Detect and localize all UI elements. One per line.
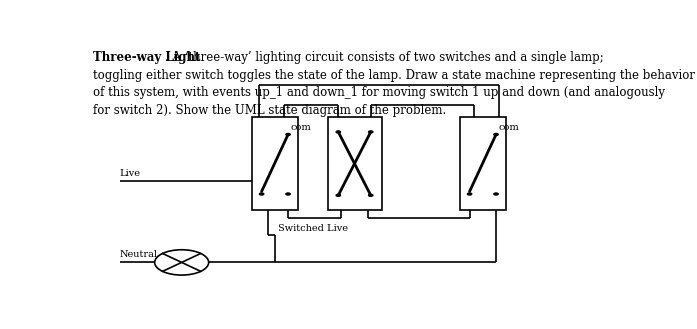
Text: com: com (291, 123, 312, 132)
Circle shape (286, 193, 290, 195)
Circle shape (494, 193, 498, 195)
Circle shape (369, 194, 373, 196)
Text: . A ‘three-way’ lighting circuit consists of two switches and a single lamp;: . A ‘three-way’ lighting circuit consist… (165, 51, 604, 64)
Text: Live: Live (120, 168, 141, 178)
Text: of this system, with events up_1 and down_1 for moving switch 1 up and down (and: of this system, with events up_1 and dow… (93, 86, 664, 99)
Bar (328, 117, 381, 211)
Text: Three-way Light: Three-way Light (93, 51, 200, 64)
Text: Switched Live: Switched Live (277, 224, 348, 233)
Circle shape (336, 131, 340, 133)
Bar (252, 117, 298, 211)
Circle shape (336, 194, 340, 196)
Text: toggling either switch toggles the state of the lamp. Draw a state machine repre: toggling either switch toggles the state… (93, 69, 694, 82)
Text: Neutral: Neutral (120, 250, 158, 259)
Circle shape (259, 193, 263, 195)
Bar (460, 117, 506, 211)
Text: for switch 2). Show the UML state diagram of the problem.: for switch 2). Show the UML state diagra… (93, 104, 446, 117)
Circle shape (468, 193, 472, 195)
Circle shape (286, 134, 290, 136)
Circle shape (494, 134, 498, 136)
Text: com: com (499, 123, 519, 132)
Circle shape (369, 131, 373, 133)
